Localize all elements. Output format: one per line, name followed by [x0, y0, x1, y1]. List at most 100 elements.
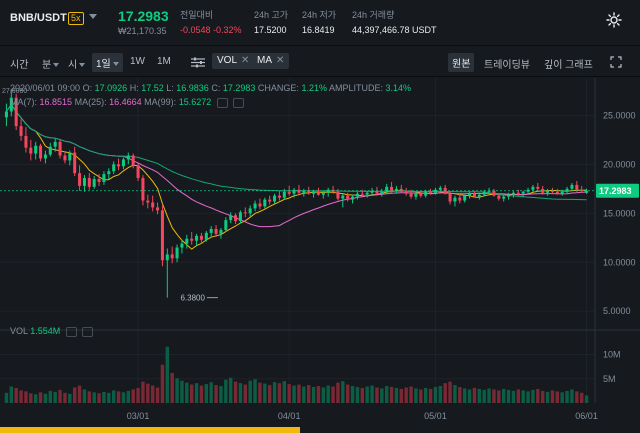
candle-body: [433, 189, 437, 193]
volume-bar: [150, 385, 155, 403]
volume-bar: [345, 384, 350, 403]
ma-indicator-chip[interactable]: MA ✕: [252, 53, 290, 69]
volume-bar: [233, 381, 238, 403]
volume-bar: [77, 385, 82, 403]
eye-icon[interactable]: [65, 326, 77, 337]
legend-low: 16.9836: [176, 83, 209, 93]
volume-bar: [4, 392, 9, 403]
high-annotation: 27.6000: [2, 88, 27, 95]
volume-bar: [414, 388, 418, 403]
volume-bar: [102, 391, 106, 403]
candle-body: [414, 193, 418, 197]
candle-body: [555, 191, 559, 194]
volume-bar: [180, 380, 184, 403]
pair-dropdown-icon[interactable]: [89, 14, 97, 19]
candle-body: [472, 193, 476, 197]
candle-body: [277, 195, 281, 198]
candle-body: [399, 188, 403, 192]
interval-day-label: 1일: [96, 59, 111, 70]
legend-ma25: 16.4664: [109, 97, 142, 107]
legend-o-label: O:: [82, 83, 93, 93]
candle-body: [131, 155, 135, 166]
interval-week[interactable]: 1W: [130, 56, 145, 67]
candle-body: [346, 195, 350, 200]
chart-toolbar: 시간 분 시 1일 1W 1M VOL ✕ MA ✕ 원본 트레이딩뷰 깊이 그래프: [0, 47, 640, 77]
chevron-down-icon: [112, 62, 119, 67]
interval-month[interactable]: 1M: [157, 56, 171, 67]
vol-legend: VOL 1.554M: [10, 326, 94, 337]
legend-vol-label: VOL: [10, 326, 28, 336]
candle-body: [53, 141, 57, 147]
eye-icon[interactable]: [216, 97, 228, 108]
candle-body: [516, 192, 520, 194]
fullscreen-icon[interactable]: [610, 56, 622, 68]
candle-body: [438, 187, 442, 190]
candle-body: [502, 196, 506, 199]
stat-label: 24h 저가: [302, 10, 337, 20]
candle-body: [360, 193, 364, 195]
vol-indicator-chip[interactable]: VOL ✕: [212, 53, 255, 69]
volume-bar: [326, 385, 330, 403]
candle-body: [463, 195, 467, 201]
interval-time[interactable]: 시간: [10, 60, 29, 71]
candle-body: [307, 190, 311, 194]
legend-l-label: L:: [166, 83, 174, 93]
view-depth-tab[interactable]: 깊이 그래프: [544, 60, 593, 71]
volume-bar: [536, 388, 540, 403]
volume-bar: [477, 388, 482, 403]
candlestick-chart[interactable]: 25.0000 20.0000 15.0000 10.0000 5.0000 10M 5M…: [0, 78, 640, 433]
price-tick-label: 20.0000: [603, 159, 636, 169]
volume-bar: [224, 379, 228, 403]
volume-bar: [53, 391, 57, 403]
interval-day-selected[interactable]: 1일: [92, 53, 123, 72]
interval-minute[interactable]: 분: [42, 56, 60, 71]
candle-body: [107, 171, 111, 175]
candle-body: [580, 189, 584, 191]
ticker-header: BNB/USDT 5x 17.2983 ₩21,170.35 전일대비 -0.0…: [0, 0, 640, 46]
volume-bar: [277, 383, 282, 403]
volume-bar: [87, 391, 92, 403]
chart-grid: [0, 78, 640, 403]
volume-bar: [560, 392, 564, 403]
volume-bar: [570, 389, 574, 403]
candle-body: [48, 146, 52, 155]
candle-body: [302, 190, 306, 193]
volume-bar: [199, 385, 204, 403]
candle-body: [87, 178, 91, 187]
legend-vol: 1.554M: [30, 326, 61, 336]
leverage-badge[interactable]: 5x: [68, 12, 84, 25]
legend-ma99: 15.6272: [178, 97, 212, 107]
legend-change-label: CHANGE:: [257, 83, 299, 93]
gear-icon[interactable]: [82, 326, 94, 337]
volume-bar: [58, 389, 62, 403]
pair-name[interactable]: BNB/USDT: [10, 12, 67, 24]
candle-body: [29, 147, 33, 154]
volume-bar: [565, 390, 569, 403]
view-tradingview-tab[interactable]: 트레이딩뷰: [484, 60, 530, 71]
volume-bar: [472, 387, 477, 403]
candle-body: [487, 190, 491, 192]
view-original-tab[interactable]: 원본: [448, 53, 475, 72]
volume-bar: [531, 389, 535, 403]
volume-bar: [185, 382, 189, 403]
price-tick-label: 15.0000: [603, 208, 636, 218]
gear-icon[interactable]: [233, 97, 245, 108]
candle-body: [448, 193, 452, 202]
candle-body: [521, 191, 525, 194]
volume-bar: [555, 391, 560, 403]
close-icon[interactable]: ✕: [276, 55, 285, 66]
settings-icon[interactable]: [606, 12, 622, 28]
chart-canvas[interactable]: 25.0000 20.0000 15.0000 10.0000 5.0000 10M 5M…: [0, 78, 640, 433]
indicator-settings-icon[interactable]: [191, 57, 205, 68]
candle-body: [458, 197, 462, 201]
chevron-down-icon: [53, 63, 60, 68]
volume-bar: [331, 386, 335, 403]
candle-body: [477, 194, 481, 197]
interval-hour[interactable]: 시: [68, 56, 86, 71]
close-icon[interactable]: ✕: [241, 55, 250, 66]
volume-bar: [97, 393, 101, 403]
volume-bar: [107, 392, 111, 403]
candle-body: [468, 193, 472, 196]
candle-body: [565, 188, 569, 192]
time-axis: 03/01 04/01 05/01 06/01: [127, 411, 598, 421]
